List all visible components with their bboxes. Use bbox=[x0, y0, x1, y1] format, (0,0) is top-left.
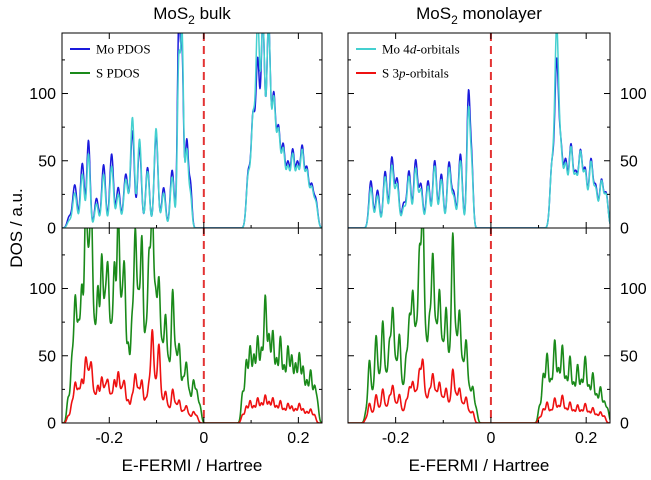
panel-bulk_bottom: 0 50 100 -0.2 0 0.2 bbox=[29, 227, 323, 447]
y-tick-label: 0 bbox=[620, 221, 629, 238]
y-tick-label: 50 bbox=[620, 153, 638, 170]
series-line-mo-4d-orbitals bbox=[348, 33, 610, 228]
panel-mono_top: 0 50 100 MoS2 monolayer Mo 4d-orbitals S 3p-o… bbox=[347, 4, 647, 238]
x-tick-label: 0.2 bbox=[287, 430, 309, 447]
x-tick-label: 0.2 bbox=[575, 430, 597, 447]
legend: Mo PDOS S PDOS bbox=[70, 42, 151, 81]
panel-frame bbox=[347, 227, 611, 424]
series-line-mo-4d-orbitals bbox=[62, 33, 322, 228]
y-axis-label: DOS / a.u. bbox=[7, 188, 26, 267]
y-tick-label: 100 bbox=[620, 281, 647, 298]
series-line-s-3p-orbitals bbox=[62, 328, 322, 423]
legend-label: Mo 4d-orbitals bbox=[382, 42, 460, 57]
legend-label: Mo PDOS bbox=[96, 42, 151, 57]
y-tick-label: 100 bbox=[620, 86, 647, 103]
legend: Mo 4d-orbitals S 3p-orbitals bbox=[356, 42, 460, 81]
y-tick-label: 100 bbox=[29, 281, 56, 298]
series-line-s-pdos bbox=[348, 228, 610, 423]
x-tick-label: -0.2 bbox=[382, 430, 410, 447]
y-tick-label: 50 bbox=[38, 348, 56, 365]
y-tick-label: 50 bbox=[38, 153, 56, 170]
y-tick-label: 0 bbox=[620, 416, 629, 433]
x-tick-label: 0 bbox=[486, 430, 495, 447]
series-line-s-pdos bbox=[62, 228, 322, 423]
series-line-s-3p-orbitals bbox=[348, 358, 610, 423]
panel-title: MoS2 bulk bbox=[153, 4, 231, 27]
legend-label: S 3p-orbitals bbox=[382, 66, 449, 81]
panel-frame bbox=[61, 227, 323, 424]
x-axis-label: E-FERMI / Hartree bbox=[122, 456, 263, 475]
x-axis-label: E-FERMI / Hartree bbox=[409, 456, 550, 475]
y-tick-label: 0 bbox=[47, 221, 56, 238]
legend-label: S PDOS bbox=[96, 66, 140, 81]
panel-title: MoS2 monolayer bbox=[416, 4, 542, 27]
y-tick-label: 0 bbox=[47, 416, 56, 433]
series-line-mo-pdos bbox=[348, 57, 610, 228]
y-tick-label: 50 bbox=[620, 348, 638, 365]
y-tick-label: 100 bbox=[29, 86, 56, 103]
x-tick-label: 0 bbox=[199, 430, 208, 447]
x-tick-label: -0.2 bbox=[95, 430, 123, 447]
panel-mono_bottom: 0 50 100 -0.2 0 0.2 bbox=[347, 227, 647, 447]
